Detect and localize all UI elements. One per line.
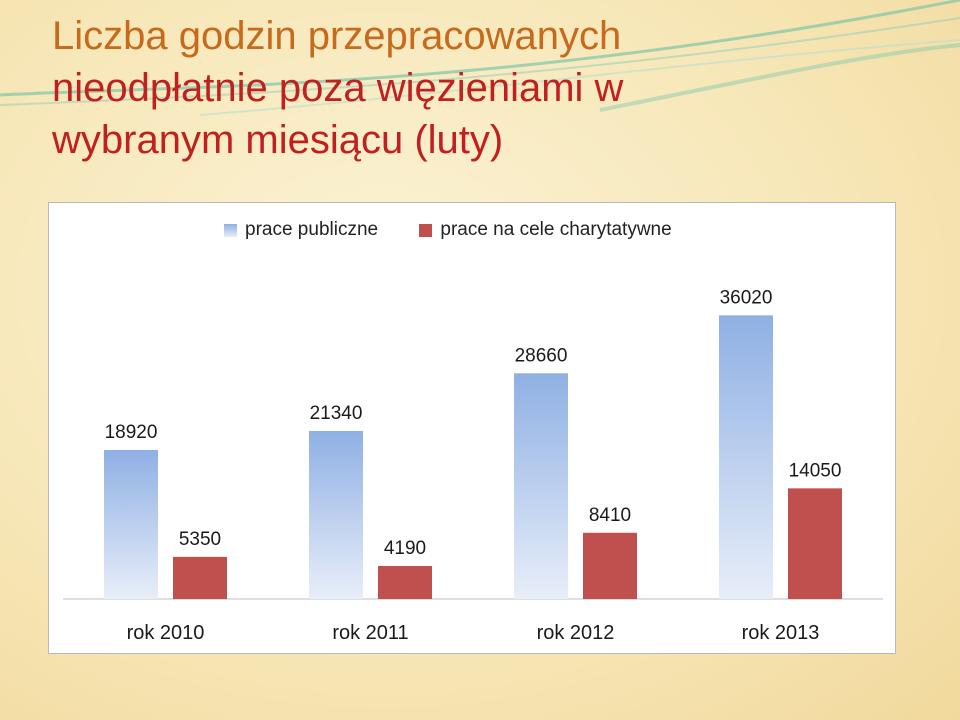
legend-item-prace-publiczne: prace publiczne <box>224 219 378 241</box>
title-line-2: nieodpłatnie poza więzieniami w <box>52 66 624 110</box>
x-tick-label-rok-2012: rok 2012 <box>537 622 615 644</box>
legend-swatch-blue <box>224 223 237 237</box>
slide-title: Liczba godzin przepracowanych nieodpłatn… <box>52 10 912 166</box>
x-tick-label-rok-2013: rok 2013 <box>742 622 820 644</box>
title-line-1: Liczba godzin przepracowanych <box>52 14 622 58</box>
x-tick-label-rok-2010: rok 2010 <box>127 622 205 644</box>
bar-prace-publiczne-rok-2011 <box>309 430 363 599</box>
data-label-prace-publiczne-rok-2010: 18920 <box>105 422 158 443</box>
data-label-prace-publiczne-rok-2011: 21340 <box>310 403 363 424</box>
legend-label-prace-publiczne: prace publiczne <box>245 219 379 240</box>
legend-item-cele-charytatywne: prace na cele charytatywne <box>419 219 672 241</box>
data-label-prace-publiczne-rok-2013: 36020 <box>720 287 773 308</box>
bar-prace-publiczne-rok-2010 <box>104 450 158 599</box>
bar-chart-svg: 18920 5350 rok 2010 21340 4190 rok 2011 28660 8… <box>63 287 883 644</box>
x-tick-label-rok-2011: rok 2011 <box>332 622 408 644</box>
data-label-cele-charytatywne-rok-2013: 14050 <box>789 460 842 481</box>
title-line-3: wybranym miesiącu (luty) <box>52 118 504 162</box>
header-swoosh-decoration <box>0 0 960 116</box>
chart-area: prace publiczne prace na cele charytatyw… <box>48 202 896 654</box>
data-label-cele-charytatywne-rok-2012: 8410 <box>589 505 631 526</box>
data-label-prace-publiczne-rok-2012: 28660 <box>515 345 568 366</box>
legend-label-cele-charytatywne: prace na cele charytatywne <box>440 219 672 240</box>
data-label-cele-charytatywne-rok-2010: 5350 <box>179 529 221 550</box>
bar-cele-charytatywne-rok-2013 <box>788 488 842 599</box>
bar-prace-publiczne-rok-2012 <box>514 373 568 599</box>
bar-prace-publiczne-rok-2013 <box>719 315 773 599</box>
bar-cele-charytatywne-rok-2011 <box>378 566 432 599</box>
bar-cele-charytatywne-rok-2012 <box>583 532 637 599</box>
chart-legend: prace publiczne prace na cele charytatyw… <box>224 219 708 241</box>
legend-swatch-red <box>419 223 433 237</box>
bar-cele-charytatywne-rok-2010 <box>173 556 227 599</box>
data-label-cele-charytatywne-rok-2011: 4190 <box>384 538 426 559</box>
